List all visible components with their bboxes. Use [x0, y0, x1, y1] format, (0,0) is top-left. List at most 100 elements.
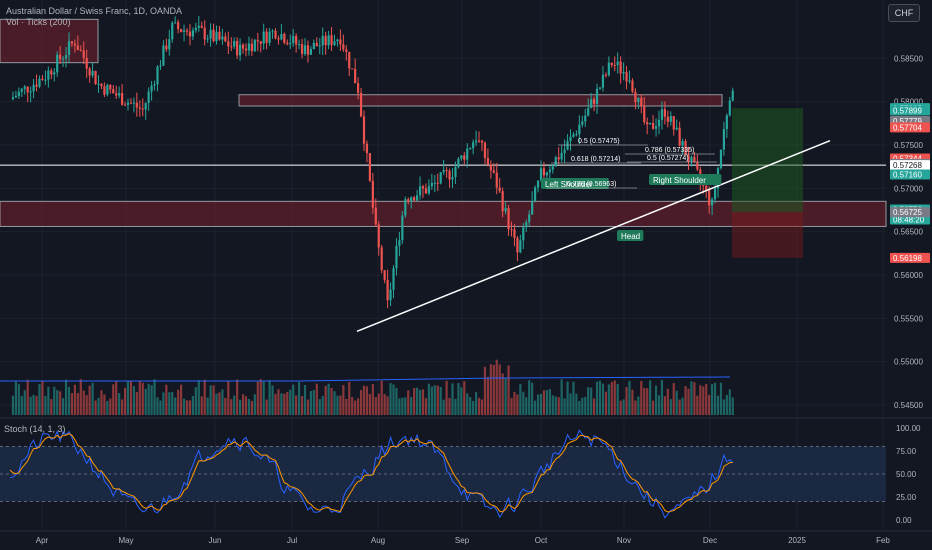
volume-bar	[147, 383, 150, 415]
price-tick-label: 0.58500	[894, 54, 923, 63]
candle-body	[345, 49, 348, 52]
volume-bar	[165, 384, 168, 415]
volume-bar	[569, 393, 572, 415]
currency-button[interactable]: CHF	[888, 4, 920, 22]
volume-bar	[41, 380, 44, 415]
volume-bar	[725, 394, 728, 415]
volume-bar	[365, 386, 369, 415]
candle-body	[265, 31, 268, 43]
volume-bar	[203, 379, 206, 415]
volume-bar	[628, 381, 631, 415]
candle-body	[516, 237, 519, 253]
volume-bar	[469, 397, 472, 415]
fib-label: 0.786 (0.57335)	[645, 147, 694, 154]
volume-bar	[333, 391, 336, 415]
volume-bar	[295, 395, 298, 415]
candle-body	[50, 70, 53, 75]
candle-body	[168, 39, 171, 50]
volume-bar	[26, 379, 29, 415]
volume-bar	[483, 366, 487, 415]
volume-bar	[230, 399, 233, 415]
volume-bar	[289, 389, 292, 415]
volume-bar	[109, 398, 112, 415]
candle-body	[616, 61, 619, 66]
volume-bar	[283, 393, 286, 415]
volume-bar	[129, 381, 133, 415]
price-tag	[890, 169, 930, 180]
candle-body	[221, 36, 224, 40]
candle-body	[631, 80, 634, 92]
volume-bar	[215, 393, 218, 415]
candle-body	[147, 91, 150, 104]
price-tick-label: 0.56500	[894, 228, 923, 237]
volume-bar	[144, 388, 147, 415]
candle-body	[539, 168, 543, 181]
volume-bar	[112, 384, 115, 415]
volume-bar	[498, 364, 501, 415]
volume-bar	[581, 397, 584, 415]
stoch-tick-label: 100.00	[896, 424, 921, 433]
volume-bar	[64, 379, 68, 415]
volume-bar	[35, 395, 38, 415]
volume-bar	[315, 383, 318, 415]
volume-bar	[457, 383, 460, 415]
candle-body	[483, 142, 487, 159]
volume-bar	[368, 393, 371, 415]
price-tag-label: 0.57160	[893, 170, 922, 179]
volume-bar	[262, 380, 265, 415]
candle-body	[475, 140, 478, 143]
candle-body	[156, 66, 159, 85]
candle-body	[191, 30, 194, 37]
candle-body	[100, 83, 103, 87]
volume-bar	[138, 380, 141, 415]
volume-bar	[578, 400, 581, 415]
candle-body	[708, 190, 711, 206]
volume-bar	[554, 396, 557, 415]
time-tick-label: Aug	[371, 536, 385, 545]
candle-body	[581, 121, 584, 125]
volume-bar	[377, 393, 380, 415]
candle-body	[569, 136, 572, 142]
volume-bar	[625, 387, 628, 415]
stoch-tick-label: 25.00	[896, 493, 917, 502]
volume-bar	[622, 399, 625, 415]
position-stop-box	[732, 212, 803, 258]
volume-bar	[327, 383, 330, 415]
volume-bar	[56, 390, 59, 415]
volume-bar	[197, 380, 200, 415]
candle-body	[115, 93, 118, 96]
price-tag-label: 0.57899	[893, 106, 922, 115]
candle-body	[91, 70, 94, 76]
candle-body	[619, 61, 622, 74]
candle-body	[359, 92, 363, 117]
volume-bar	[38, 383, 41, 415]
candle-body	[525, 222, 528, 228]
volume-bar	[200, 396, 203, 415]
volume-bar	[256, 381, 259, 415]
volume-bar	[672, 383, 675, 415]
volume-bar	[97, 397, 100, 415]
candle-body	[436, 182, 439, 184]
candle-body	[395, 245, 398, 269]
price-tag-label: 0.56198	[893, 254, 922, 263]
candle-body	[70, 41, 74, 44]
volume-bar	[188, 400, 192, 415]
candle-body	[563, 149, 566, 153]
volume-bar	[545, 390, 548, 415]
candle-body	[159, 65, 162, 67]
candle-body	[457, 158, 460, 168]
candle-body	[218, 31, 221, 40]
candle-body	[309, 49, 312, 55]
volume-bar	[14, 381, 17, 415]
candle-body	[203, 27, 206, 40]
candle-body	[572, 134, 575, 137]
candle-body	[386, 279, 389, 301]
candle-body	[380, 247, 383, 271]
candle-body	[634, 91, 637, 103]
candle-body	[336, 39, 339, 42]
candle-body	[298, 44, 301, 46]
volume-bar	[153, 379, 156, 415]
volume-bar	[76, 393, 79, 415]
volume-bar	[324, 385, 327, 415]
